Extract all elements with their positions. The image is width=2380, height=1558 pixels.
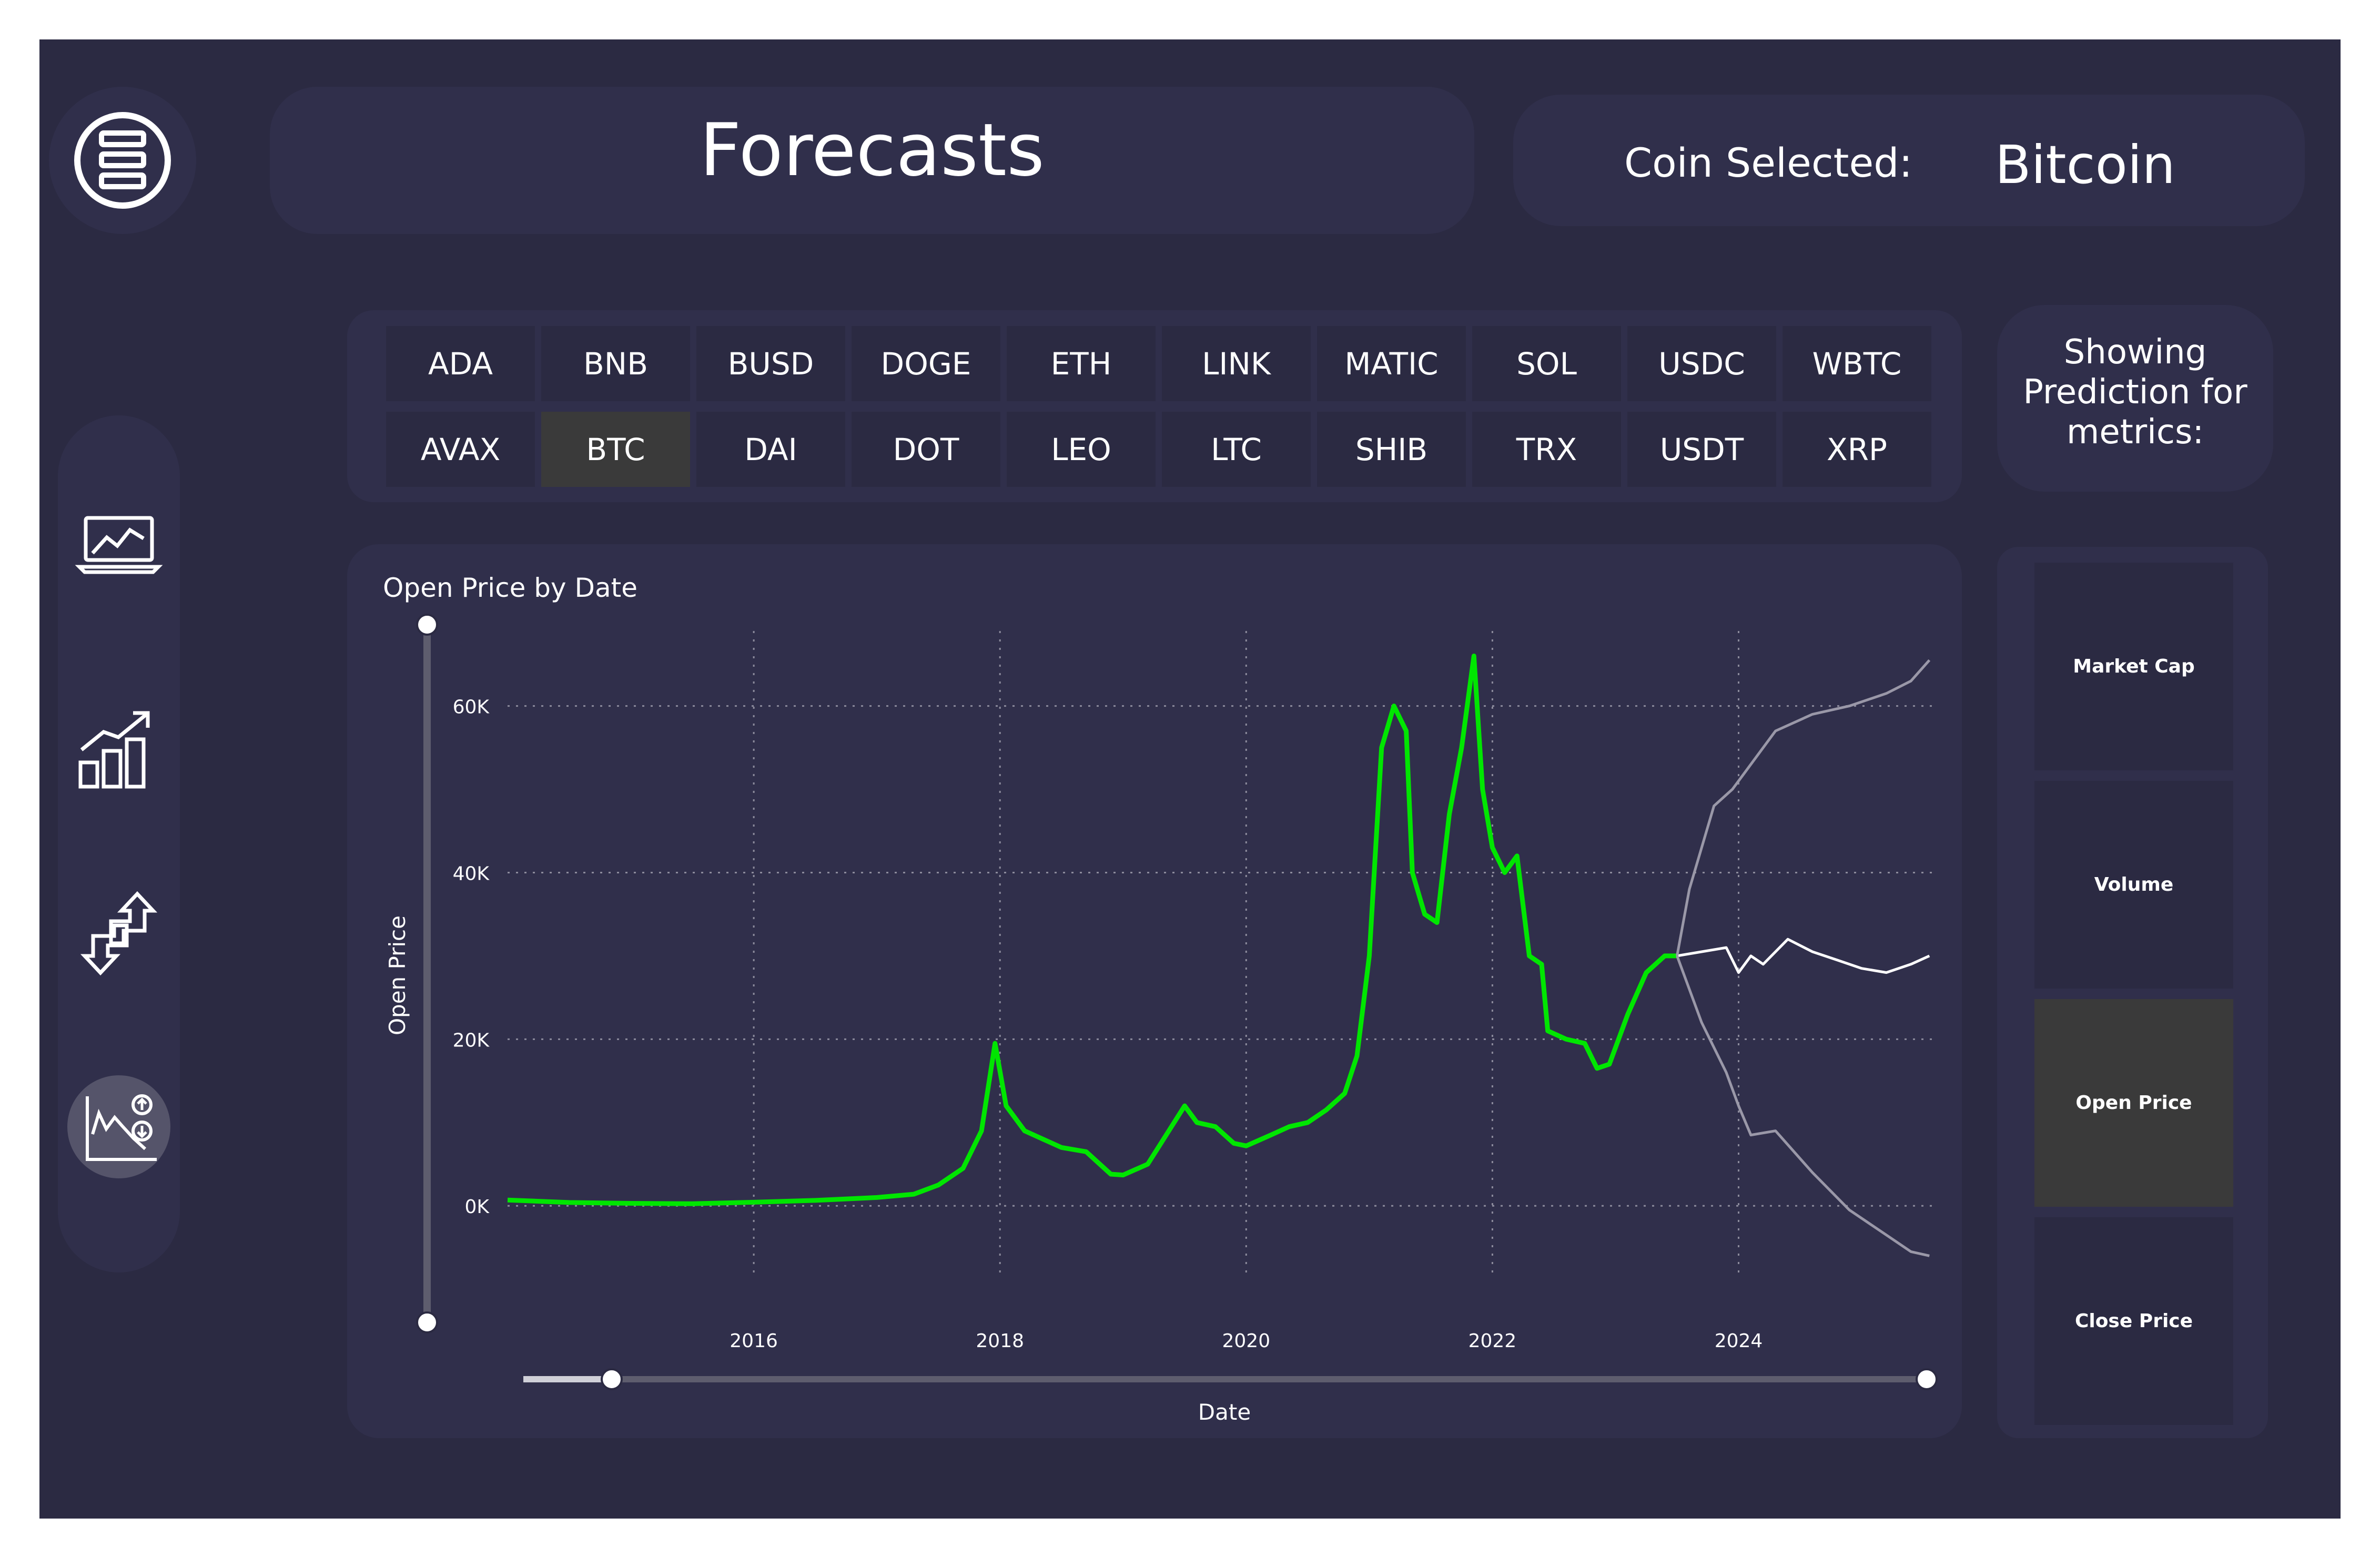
coin-button-bnb[interactable]: BNB	[541, 326, 690, 401]
menu-icon	[74, 112, 171, 209]
coin-button-btc[interactable]: BTC	[541, 412, 690, 487]
metric-button-close-price[interactable]: Close Price	[2034, 1217, 2233, 1425]
forecast-chart-icon	[86, 1094, 157, 1161]
x-tick-label: 2018	[976, 1330, 1024, 1352]
metrics-panel-title: Showing Prediction for metrics:	[2023, 333, 2247, 452]
x-tick-label: 2016	[730, 1330, 778, 1352]
nav-item-overview[interactable]	[74, 500, 164, 589]
coin-button-leo[interactable]: LEO	[1007, 412, 1156, 487]
coin-button-ltc[interactable]: LTC	[1162, 412, 1311, 487]
series-line-forecast	[1677, 938, 1930, 974]
x-tick-label: 2020	[1222, 1330, 1270, 1352]
title-panel	[270, 87, 1474, 234]
y-axis-title: Open Price	[384, 915, 410, 1035]
series-line-actual	[507, 654, 1677, 1206]
metric-button-volume[interactable]: Volume	[2034, 781, 2233, 989]
metric-button-market-cap[interactable]: Market Cap	[2034, 563, 2233, 770]
coin-button-matic[interactable]: MATIC	[1317, 326, 1466, 401]
y-tick-label: 20K	[453, 1030, 490, 1051]
coin-button-link[interactable]: LINK	[1162, 326, 1311, 401]
coin-button-usdc[interactable]: USDC	[1627, 326, 1776, 401]
metrics-header-panel	[1997, 305, 2273, 492]
coin-button-avax[interactable]: AVAX	[386, 412, 535, 487]
coin-selected-value: Bitcoin	[1995, 134, 2175, 196]
nav-item-forecast[interactable]	[67, 1075, 170, 1178]
trend-laptop-icon	[75, 516, 163, 574]
coin-button-shib[interactable]: SHIB	[1317, 412, 1466, 487]
coin-button-xrp[interactable]: XRP	[1783, 412, 1931, 487]
nav-item-growth[interactable]	[74, 705, 164, 794]
coin-button-dai[interactable]: DAI	[696, 412, 845, 487]
chart-panel	[347, 544, 1962, 1438]
series-line-lower-bound	[1676, 955, 1930, 1257]
coin-selected-label: Coin Selected:	[1624, 139, 1913, 186]
x-range-slider-handle-right[interactable]	[1916, 1368, 1938, 1390]
coin-button-doge[interactable]: DOGE	[852, 326, 1000, 401]
coin-button-trx[interactable]: TRX	[1472, 412, 1621, 487]
coin-button-wbtc[interactable]: WBTC	[1783, 326, 1931, 401]
page-title: Forecasts	[700, 108, 1045, 192]
y-tick-label: 40K	[453, 863, 490, 884]
series-line-upper-bound	[1676, 659, 1931, 956]
coin-selected-panel	[1513, 95, 2305, 226]
coin-button-dot[interactable]: DOT	[852, 412, 1000, 487]
y-range-slider-handle-bottom[interactable]	[416, 1311, 438, 1333]
exchange-arrows-icon	[80, 891, 158, 976]
coin-button-ada[interactable]: ADA	[386, 326, 535, 401]
y-tick-label: 0K	[464, 1196, 490, 1218]
x-tick-label: 2024	[1715, 1330, 1763, 1352]
x-axis-title: Date	[1198, 1399, 1251, 1425]
metric-button-open-price[interactable]: Open Price	[2034, 999, 2233, 1207]
y-tick-label: 60K	[453, 697, 490, 718]
coin-button-busd[interactable]: BUSD	[696, 326, 845, 401]
chart-title: Open Price by Date	[383, 573, 637, 603]
nav-item-exchange[interactable]	[74, 889, 164, 978]
coin-button-eth[interactable]: ETH	[1007, 326, 1156, 401]
x-range-slider-handle-left[interactable]	[601, 1368, 623, 1390]
x-tick-label: 2022	[1468, 1330, 1517, 1352]
menu-button[interactable]	[49, 87, 196, 234]
bar-growth-icon	[78, 711, 150, 789]
y-range-slider-handle-top[interactable]	[416, 614, 438, 636]
coin-button-sol[interactable]: SOL	[1472, 326, 1621, 401]
coin-button-usdt[interactable]: USDT	[1627, 412, 1776, 487]
